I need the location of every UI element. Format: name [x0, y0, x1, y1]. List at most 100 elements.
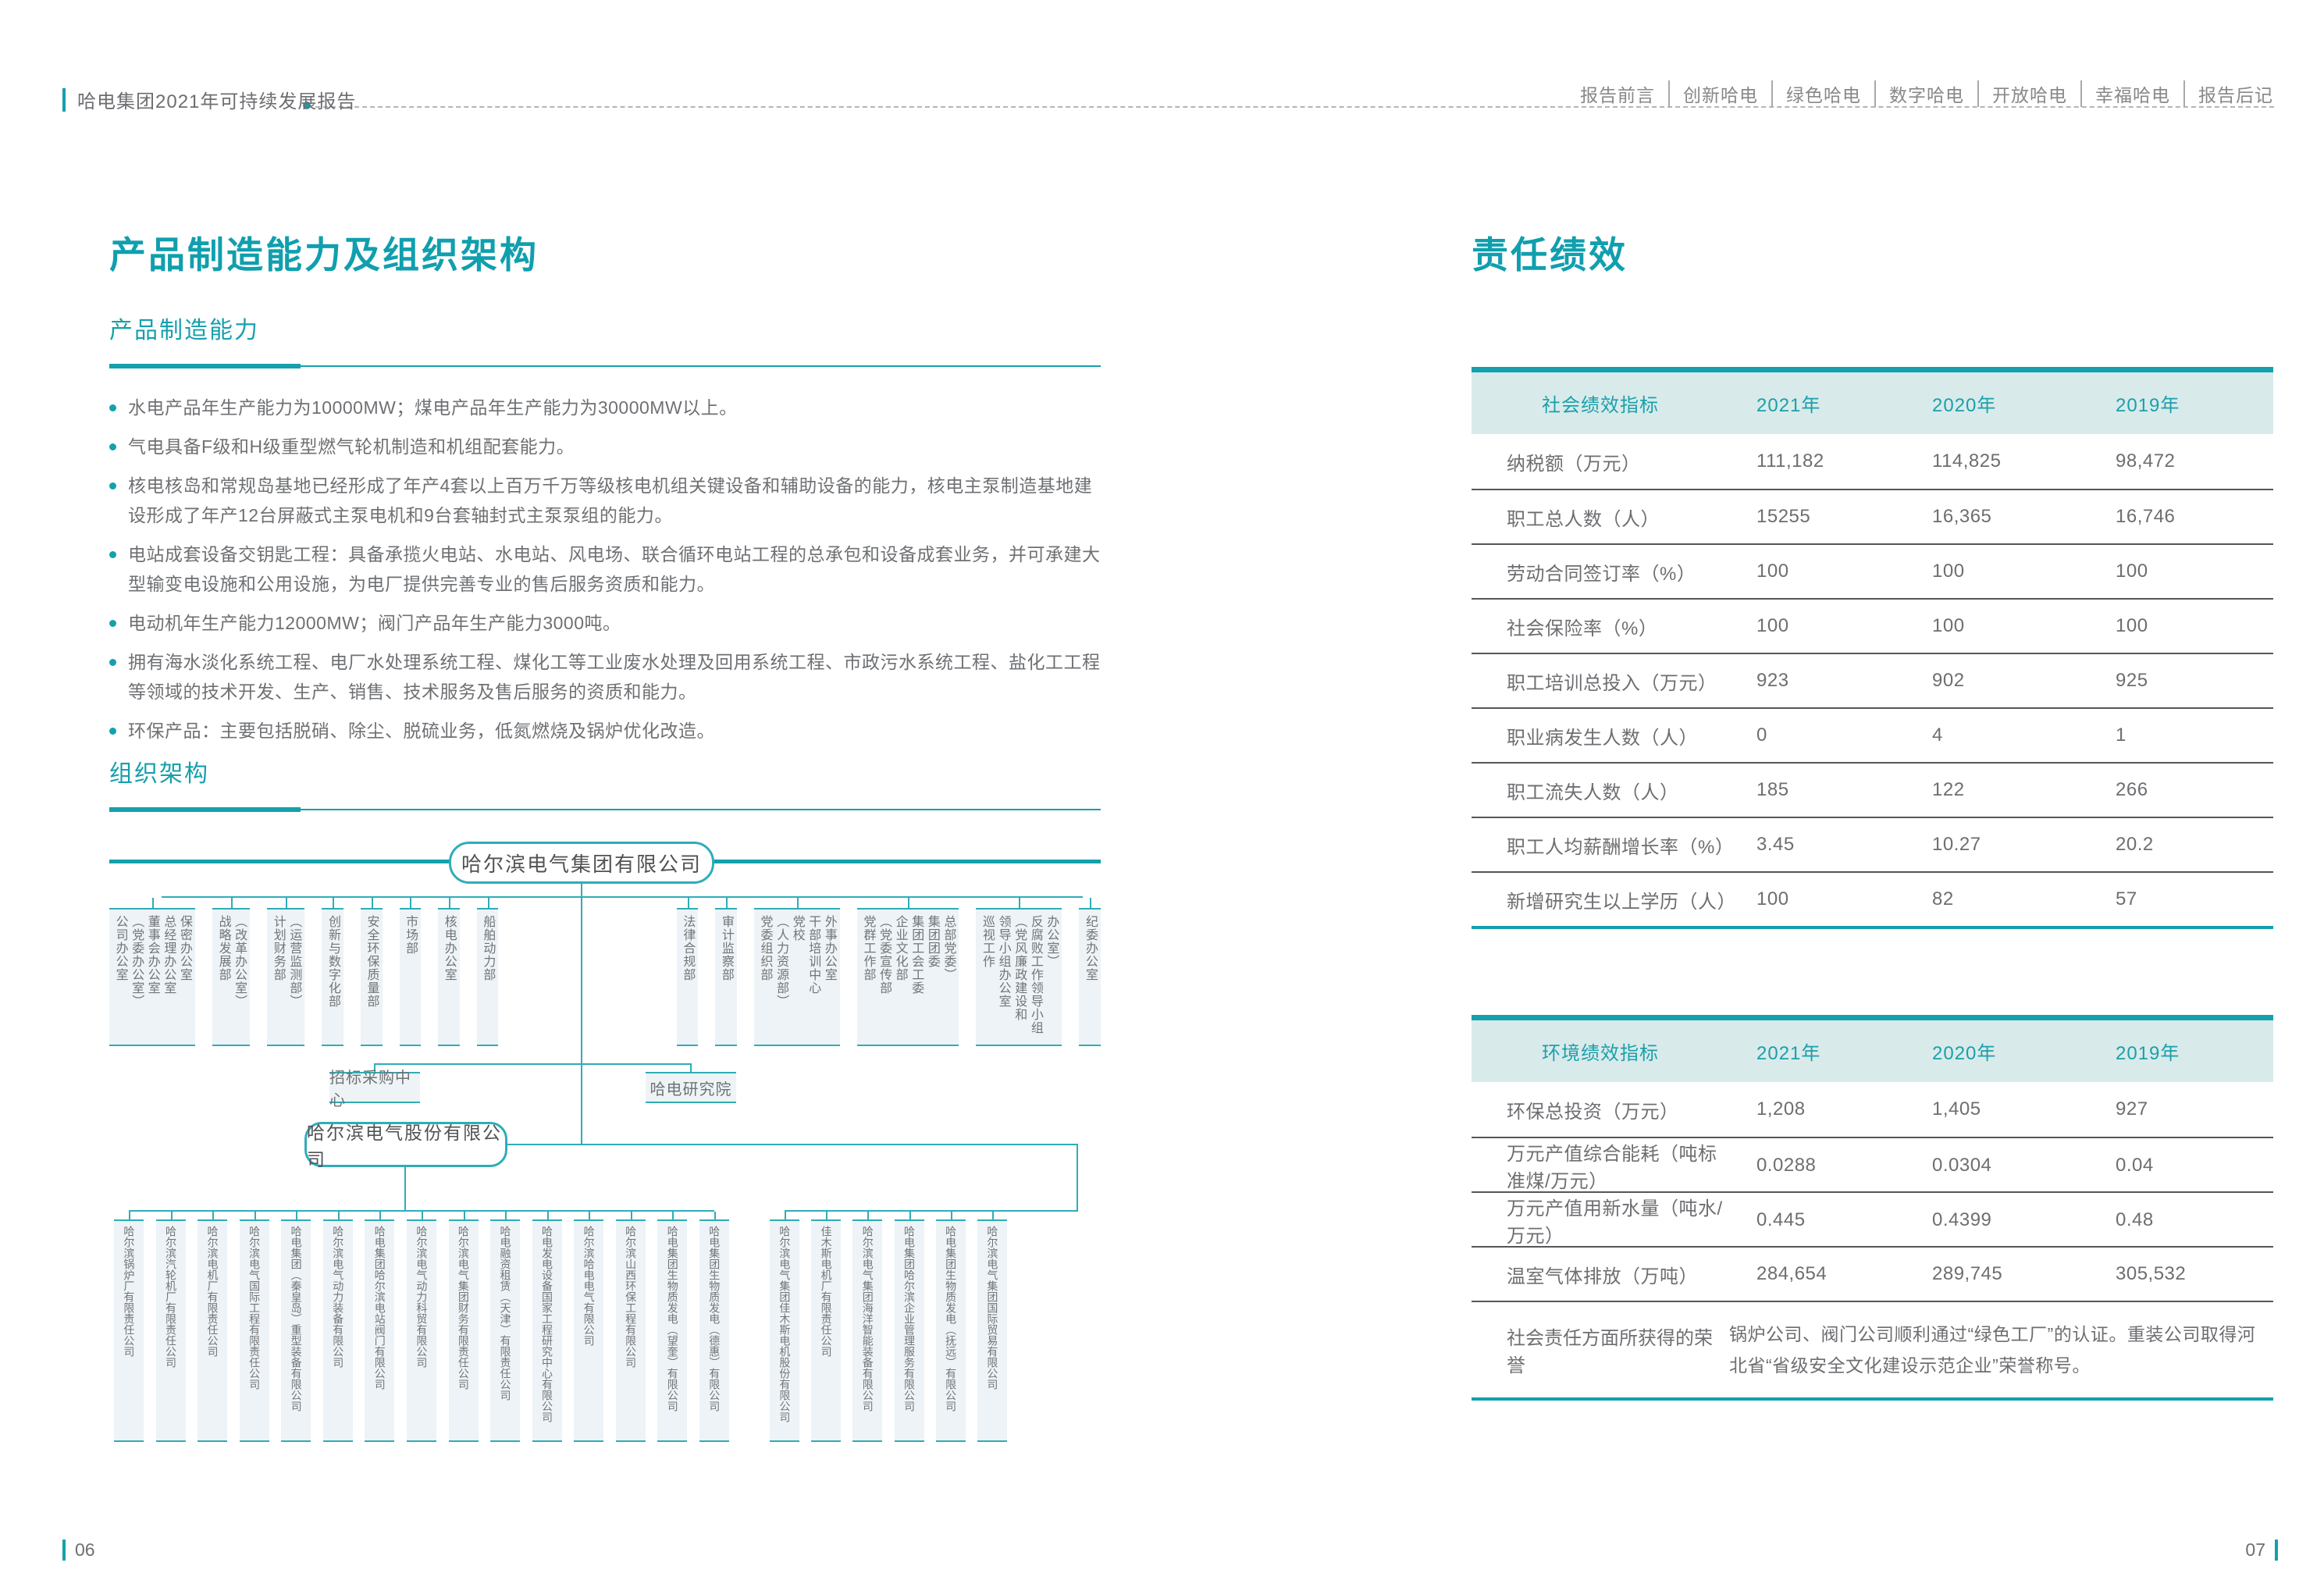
- value-2019: 0.04: [2116, 1155, 2154, 1176]
- header-accent-bar: [62, 87, 66, 112]
- row-label: 社会保险率（%）: [1507, 618, 1658, 639]
- nav-tab[interactable]: 幸福哈电: [2080, 80, 2170, 107]
- nav-tab[interactable]: 开放哈电: [1977, 80, 2067, 107]
- org-branch-right-drop: [690, 1063, 692, 1072]
- column-header: 2021年: [1756, 395, 1821, 416]
- capability-list: 水电产品年生产能力为10000MW；煤电产品年生产能力为30000MW以上。 气…: [109, 393, 1104, 755]
- org-dept-name: 纪委办公室: [1084, 915, 1097, 981]
- row-label: 新增研究生以上学历（人）: [1507, 891, 1736, 913]
- page-footer-left: 06: [62, 1540, 95, 1561]
- org-dept-box: 纪委办公室: [1079, 898, 1101, 1046]
- row-label: 职工培训总投入（万元）: [1507, 672, 1717, 694]
- capability-bullet: 水电产品年生产能力为10000MW；煤电产品年生产能力为30000MW以上。: [109, 393, 1104, 422]
- subsidiary-box: 哈电集团生物质发电（抚远）有限公司: [935, 1212, 966, 1442]
- subsidiary-box: 哈尔滨电气集团佳木斯电机股份有限公司: [770, 1212, 799, 1442]
- bullet-text: 气电具备F级和H级重型燃气轮机制造和机组配套能力。: [128, 436, 575, 457]
- subsidiary-name: 哈电集团生物质发电（抚远）有限公司: [945, 1226, 958, 1411]
- org-dept-box: 创新与数字化部: [322, 898, 343, 1046]
- value-2020: 16,365: [1932, 506, 1992, 527]
- table-row: 劳动合同签订率（%） 100 100 100: [1472, 543, 2273, 598]
- value-2021: 111,182: [1728, 450, 1905, 472]
- org-subleft-connector: [129, 1210, 714, 1212]
- row-label: 万元产值用新水量（吨水/万元）: [1507, 1198, 1723, 1247]
- org-dept-box: 船舶动力部: [476, 898, 499, 1046]
- subsidiary-name: 哈电集团哈尔滨企业管理服务有限公司: [902, 1226, 916, 1411]
- org-dept-name: 干部培训中心: [806, 915, 820, 995]
- org-dept-name: 总部党委）: [941, 915, 956, 981]
- org-branch-left-drop: [374, 1063, 375, 1072]
- subsidiary-box: 哈尔滨电气动力科贸有限公司: [406, 1212, 436, 1442]
- value-2020: 114,825: [1932, 450, 2002, 472]
- org-dept-name: 保密办公室: [177, 915, 191, 981]
- value-2021: 0.0288: [1728, 1155, 1905, 1177]
- subsidiary-name: 哈尔滨锅炉厂有限责任公司: [123, 1226, 136, 1357]
- value-2021: 100: [1728, 615, 1905, 637]
- bullet-dot-icon: [109, 551, 116, 558]
- org-dept-box: 市场部: [399, 898, 422, 1046]
- nav-tab[interactable]: 创新哈电: [1668, 80, 1758, 107]
- table-body: 纳税额（万元） 111,182 114,825 98,472 职工总人数（人） …: [1472, 434, 2273, 926]
- subsidiary-box: 哈电发电设备国家工程研究中心有限公司: [532, 1212, 562, 1442]
- row-label: 环保总投资（万元）: [1507, 1101, 1679, 1123]
- column-header: 2019年: [2116, 395, 2180, 416]
- value-2021: 284,654: [1728, 1263, 1905, 1285]
- page-number: 06: [75, 1540, 95, 1560]
- bullet-dot-icon: [109, 443, 116, 450]
- org-department-row: 公司办公室 （党委办公室） 董事会办公室 总经理办公室 保密办公室 战略发展部 （改革办公…: [109, 898, 1101, 1046]
- org-dept-box: 核电办公室: [438, 898, 460, 1046]
- row-label: 温室气体排放（万吨）: [1507, 1266, 1698, 1287]
- subsidiary-box: 哈尔滨锅炉厂有限责任公司: [114, 1212, 144, 1442]
- section-manufacturing: 产品制造能力: [109, 311, 1101, 368]
- row-label: 职工总人数（人）: [1507, 508, 1660, 530]
- org-research-institute-box: 哈电研究院: [646, 1072, 736, 1103]
- org-dept-box: 计划财务部 （运营监测部）: [267, 898, 305, 1046]
- table-row: 社会保险率（%） 100 100 100: [1472, 598, 2273, 653]
- value-2020: 100: [1932, 561, 1965, 582]
- bullet-dot-icon: [109, 728, 116, 735]
- section-rule: [109, 807, 1101, 812]
- report-title: 哈电集团2021年可持续发展报告: [77, 91, 357, 112]
- nav-tab[interactable]: 报告前言: [1580, 85, 1655, 105]
- bullet-dot-icon: [109, 482, 116, 489]
- table-row: 温室气体排放（万吨） 284,654 289,745 305,532: [1472, 1246, 2273, 1301]
- bullet-text: 拥有海水淡化系统工程、电厂水处理系统工程、煤化工等工业废水处理及回用系统工程、市…: [128, 652, 1101, 702]
- value-2020: 10.27: [1932, 834, 1981, 855]
- subsidiary-name: 哈尔滨电气集团海洋智能装备有限公司: [861, 1226, 874, 1411]
- header-nav: 报告前言 创新哈电 绿色哈电 数字哈电 开放哈电 幸福哈电 报告后记: [1580, 80, 2273, 107]
- table-row: 纳税额（万元） 111,182 114,825 98,472: [1472, 434, 2273, 489]
- org-subsidiary-group-right: 哈尔滨电气集团佳木斯电机股份有限公司 佳木斯电机厂有限责任公司 哈尔滨电气集团海…: [770, 1212, 1007, 1442]
- table-header-row: 环境绩效指标 2021年 2020年 2019年: [1472, 1015, 2273, 1082]
- column-header: 2019年: [2116, 1043, 2180, 1064]
- org-dept-name: 党群工作部: [861, 915, 875, 981]
- section-org-structure: 组织架构: [109, 754, 1101, 812]
- org-dept-group-right: 法律合规部 审计监察部 党委组织部 （人力资源部） 党校 干部培训中心 外事办公室: [676, 898, 1101, 1046]
- row-label: 社会责任方面所获得的荣誉: [1507, 1328, 1713, 1376]
- org-dept-name: 企业文化部: [893, 915, 907, 981]
- subsidiary-name: 哈尔滨电气集团佳木斯电机股份有限公司: [778, 1226, 792, 1422]
- table-row: 万元产值综合能耗（吨标准煤/万元） 0.0288 0.0304 0.04: [1472, 1137, 2273, 1192]
- honors-text: 锅炉公司、阀门公司顺利通过“绿色工厂”的认证。重装公司取得河北省“省级安全文化建…: [1729, 1324, 2256, 1376]
- value-2020: 100: [1932, 615, 1965, 636]
- subsidiary-box: 哈电融资租赁（天津）有限责任公司: [490, 1212, 521, 1442]
- subsidiary-box: 哈尔滨电气集团海洋智能装备有限公司: [852, 1212, 883, 1442]
- column-header: 2020年: [1932, 1043, 1997, 1064]
- header-dashed-rule: [315, 106, 2274, 108]
- value-2019: 925: [2116, 670, 2148, 691]
- org-dept-name: 核电办公室: [442, 915, 456, 981]
- social-performance-table: 社会绩效指标 2021年 2020年 2019年 纳税额（万元） 111,182…: [1472, 367, 2273, 929]
- page-footer-right: 07: [2245, 1540, 2278, 1561]
- page-title-right: 责任绩效: [1472, 234, 1628, 276]
- value-2019: 20.2: [2116, 834, 2154, 855]
- org-dept-name: 创新与数字化部: [326, 915, 340, 1008]
- page-number: 07: [2245, 1540, 2265, 1560]
- value-2020: 122: [1932, 779, 1965, 800]
- nav-tab[interactable]: 数字哈电: [1874, 80, 1964, 107]
- table-row: 职工流失人数（人） 185 122 266: [1472, 762, 2273, 817]
- nav-tab[interactable]: 报告后记: [2183, 80, 2273, 107]
- subsidiary-name: 哈尔滨电气动力装备有限公司: [332, 1226, 345, 1368]
- subsidiary-name: 哈尔滨汽轮机厂有限责任公司: [164, 1226, 177, 1368]
- nav-tab[interactable]: 绿色哈电: [1771, 80, 1861, 107]
- value-2021: 1,208: [1728, 1098, 1905, 1120]
- table-row: 环保总投资（万元） 1,208 1,405 927: [1472, 1082, 2273, 1137]
